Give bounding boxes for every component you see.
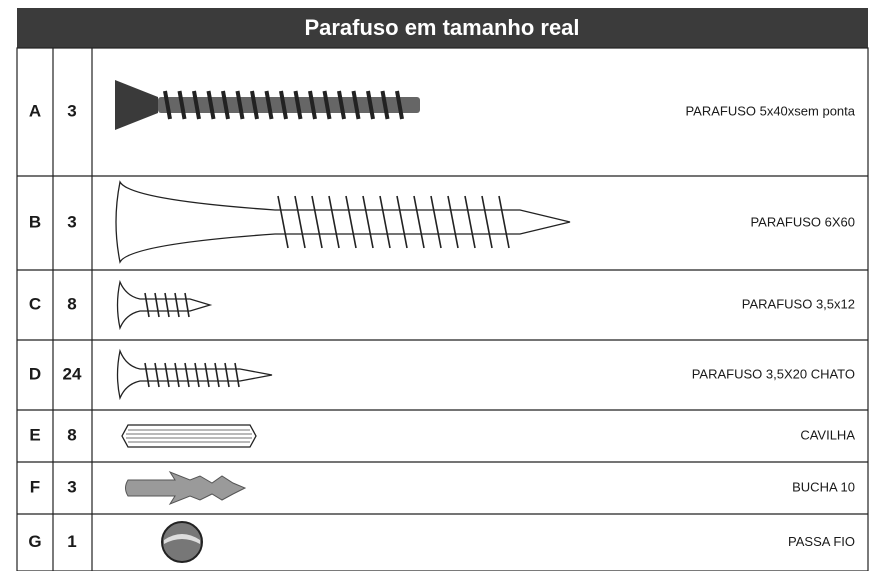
- dowel: [121, 424, 257, 448]
- item-quantity: 8: [67, 294, 76, 313]
- thread: [144, 292, 150, 318]
- thread: [163, 90, 172, 120]
- thread: [366, 90, 375, 120]
- thread: [311, 195, 323, 249]
- item-description: PARAFUSO 3,5x12: [742, 296, 855, 311]
- item-description: PARAFUSO 6X60: [750, 214, 855, 229]
- thread: [345, 195, 357, 249]
- wall-plug: [125, 470, 247, 506]
- screw-a: [115, 80, 420, 130]
- thread: [351, 90, 361, 120]
- screw-d: [116, 348, 273, 401]
- item-quantity: 8: [67, 425, 76, 444]
- item-quantity: 3: [67, 212, 76, 231]
- item-description: CAVILHA: [800, 427, 855, 442]
- thread: [362, 195, 374, 249]
- item-letter: A: [29, 101, 41, 120]
- thread: [234, 362, 240, 388]
- thread: [192, 90, 201, 120]
- thread: [481, 195, 493, 249]
- thread: [264, 90, 274, 120]
- item-description: PARAFUSO 5x40xsem ponta: [685, 103, 855, 118]
- thread: [277, 195, 289, 249]
- item-letter: E: [29, 425, 40, 444]
- thread: [164, 362, 170, 388]
- thread: [184, 292, 190, 318]
- thread: [174, 362, 180, 388]
- thread: [498, 195, 510, 249]
- thread: [174, 292, 180, 318]
- thread: [279, 90, 288, 120]
- item-letter: D: [29, 364, 41, 383]
- screw-b: [115, 180, 571, 264]
- item-description: PASSA FIO: [788, 534, 855, 549]
- item-letter: C: [29, 294, 41, 313]
- item-description: PARAFUSO 3,5X20 CHATO: [692, 366, 855, 381]
- thread: [322, 90, 332, 120]
- thread: [396, 195, 408, 249]
- item-quantity: 1: [67, 532, 76, 551]
- header-bar: [17, 8, 868, 48]
- item-letter: B: [29, 212, 41, 231]
- item-description: BUCHA 10: [792, 479, 855, 494]
- thread: [328, 195, 340, 249]
- item-quantity: 24: [63, 364, 82, 383]
- item-letter: F: [30, 477, 40, 496]
- thread: [294, 195, 306, 249]
- thread: [221, 90, 230, 120]
- thread: [154, 362, 160, 388]
- thread: [164, 292, 170, 318]
- cable-grommet: [161, 521, 203, 563]
- thread: [337, 90, 346, 120]
- thread: [154, 292, 160, 318]
- thread: [224, 362, 230, 388]
- item-quantity: 3: [67, 101, 76, 120]
- thread: [464, 195, 476, 249]
- thread: [206, 90, 216, 120]
- thread: [447, 195, 459, 249]
- thread: [144, 362, 150, 388]
- screw-c: [116, 279, 213, 331]
- thread: [395, 90, 404, 120]
- thread: [194, 362, 200, 388]
- thread: [413, 195, 425, 249]
- thread: [379, 195, 391, 249]
- thread: [214, 362, 220, 388]
- table-grid: [16, 47, 869, 571]
- thread: [308, 90, 317, 120]
- thread: [184, 362, 190, 388]
- thread: [177, 90, 187, 120]
- header-title: Parafuso em tamanho real: [304, 15, 579, 40]
- thread: [293, 90, 303, 120]
- thread: [235, 90, 245, 120]
- thread: [250, 90, 259, 120]
- item-quantity: 3: [67, 477, 76, 496]
- item-letter: G: [28, 532, 41, 551]
- thread: [380, 90, 390, 120]
- thread: [430, 195, 442, 249]
- thread: [204, 362, 210, 388]
